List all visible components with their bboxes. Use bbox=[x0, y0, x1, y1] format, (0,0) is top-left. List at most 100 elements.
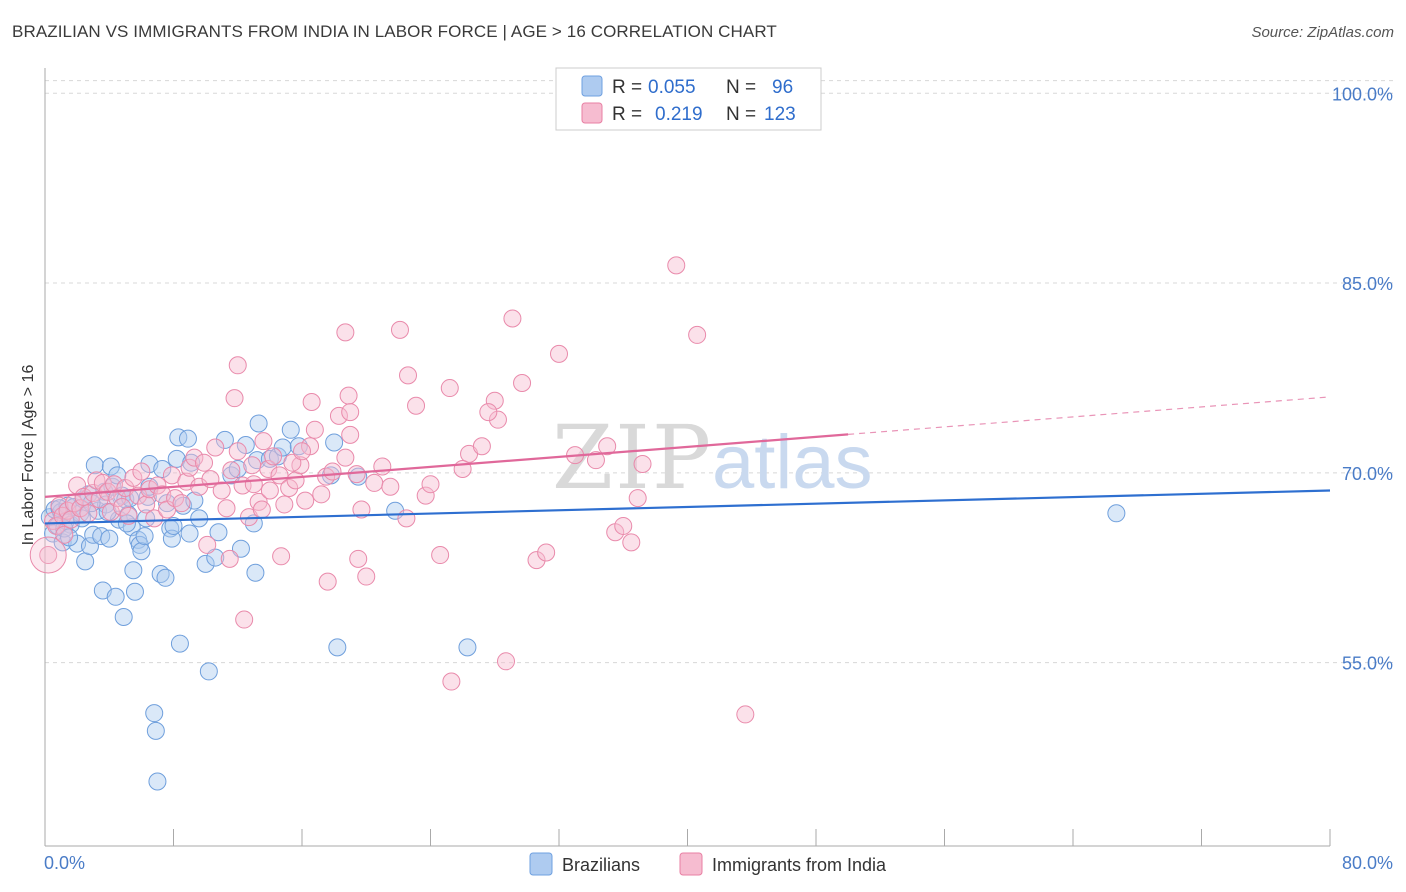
india-point-97 bbox=[365, 473, 384, 492]
india-point-46 bbox=[228, 442, 247, 461]
brazilians-point-46 bbox=[146, 721, 165, 740]
legend-r-value-brazilians: 0.055 bbox=[648, 77, 696, 98]
india-point-96 bbox=[357, 567, 376, 586]
correlation-legend: R = 0.055 N = 96 R = 0.219 N = 123 bbox=[555, 67, 822, 131]
legend-swatch-brazilians bbox=[581, 75, 603, 97]
india-point-90 bbox=[598, 437, 617, 456]
brazilians-point-56 bbox=[169, 428, 188, 447]
india-point-19 bbox=[105, 475, 124, 494]
india-point-45 bbox=[222, 461, 241, 480]
india-point-100 bbox=[416, 486, 435, 505]
india-point-111 bbox=[235, 610, 254, 629]
brazilians-point-67 bbox=[209, 523, 228, 542]
india-point-77 bbox=[399, 366, 418, 385]
x-tick-label-left: 0.0% bbox=[44, 853, 85, 873]
brazilians-point-66 bbox=[206, 548, 225, 567]
india-point-71 bbox=[225, 389, 244, 408]
y-tick-labels: 100.0% 85.0% 70.0% 55.0% bbox=[1332, 84, 1393, 673]
legend-n-label-india: N = bbox=[726, 104, 756, 125]
india-point-87 bbox=[550, 344, 568, 363]
india-point-112 bbox=[272, 547, 291, 566]
brazilians-point-23 bbox=[100, 529, 119, 548]
y-tick-label-70: 70.0% bbox=[1342, 464, 1393, 484]
india-point-55 bbox=[275, 495, 294, 514]
brazilians-point-15 bbox=[80, 537, 99, 556]
legend-n-value-brazilians: 96 bbox=[772, 77, 793, 98]
india-point-1 bbox=[44, 511, 63, 530]
bottom-legend-label-brazilians: Brazilians bbox=[562, 855, 640, 875]
india-point-108 bbox=[736, 705, 755, 724]
india-point-0 bbox=[39, 546, 58, 565]
india-point-74 bbox=[341, 403, 360, 422]
watermark-atlas: atlas bbox=[712, 420, 873, 505]
india-point-83 bbox=[488, 410, 507, 429]
india-point-86 bbox=[527, 551, 546, 570]
y-axis-label: In Labor Force | Age > 16 bbox=[20, 365, 37, 546]
india-point-67 bbox=[341, 425, 360, 444]
india-point-122 bbox=[381, 477, 400, 496]
bottom-legend-swatch-india bbox=[679, 852, 703, 876]
india-point-59 bbox=[296, 491, 315, 510]
brazilians-point-76 bbox=[249, 414, 268, 433]
y-tick-label-55: 55.0% bbox=[1342, 654, 1393, 674]
india-point-117 bbox=[243, 456, 262, 475]
brazilians-point-57 bbox=[170, 634, 189, 653]
india-point-79 bbox=[440, 379, 459, 398]
india-point-76 bbox=[390, 320, 409, 339]
india-point-116 bbox=[252, 500, 271, 519]
india-point-72 bbox=[302, 392, 321, 411]
india-point-92 bbox=[633, 454, 652, 473]
brazilians-point-88 bbox=[1107, 504, 1126, 523]
india-point-62 bbox=[312, 485, 331, 504]
india-point-113 bbox=[318, 572, 337, 591]
legend-swatch-india bbox=[581, 102, 603, 124]
brazilians-point-68 bbox=[215, 430, 234, 449]
india-point-64 bbox=[323, 462, 342, 481]
india-point-70 bbox=[228, 356, 247, 375]
y-tick-label-85: 85.0% bbox=[1342, 274, 1393, 294]
legend-n-value-india: 123 bbox=[764, 104, 796, 125]
india-point-65 bbox=[329, 406, 348, 425]
india-point-85 bbox=[513, 373, 532, 392]
brazilians-point-84 bbox=[328, 638, 347, 657]
india-point-5 bbox=[55, 525, 74, 544]
india-point-78 bbox=[407, 396, 426, 415]
brazilians-point-50 bbox=[156, 568, 175, 587]
india-point-103 bbox=[496, 652, 515, 671]
y-tick-label-100: 100.0% bbox=[1332, 84, 1393, 104]
legend-r-label-brazilians: R = bbox=[612, 77, 642, 98]
india-point-75 bbox=[336, 323, 355, 342]
trend-lines bbox=[44, 396, 1331, 525]
india-point-cluster bbox=[29, 536, 67, 574]
india-point-61 bbox=[305, 420, 324, 439]
india-point-35 bbox=[172, 494, 191, 513]
india-point-82 bbox=[485, 391, 504, 410]
brazilians-point-30 bbox=[114, 608, 133, 627]
brazilians-point-69 bbox=[222, 466, 241, 485]
india-point-57 bbox=[286, 471, 305, 490]
brazilians-point-64 bbox=[196, 554, 215, 573]
india-point-27 bbox=[137, 495, 156, 514]
legend-r-value-india: 0.219 bbox=[655, 104, 703, 125]
brazilians-point-49 bbox=[153, 460, 172, 479]
india-point-110 bbox=[220, 549, 239, 568]
x-axis-ticks bbox=[173, 829, 1331, 846]
brazilians-point-47 bbox=[148, 772, 167, 791]
india-point-21 bbox=[113, 497, 132, 516]
india-point-118 bbox=[293, 442, 311, 461]
brazilians-point-83 bbox=[325, 433, 344, 452]
india-trend-line bbox=[44, 433, 849, 498]
source-label: Source: ZipAtlas.com bbox=[1251, 24, 1394, 41]
brazilians-point-59 bbox=[178, 429, 197, 448]
india-point-106 bbox=[614, 516, 633, 535]
brazilians-point-74 bbox=[246, 563, 265, 582]
india-trend-line-extension bbox=[848, 396, 1331, 435]
bottom-legend-label-india: Immigrants from India bbox=[712, 855, 887, 875]
india-point-51 bbox=[254, 432, 273, 451]
india-point-66 bbox=[336, 448, 355, 467]
brazilians-point-45 bbox=[145, 704, 164, 723]
x-tick-label-right: 80.0% bbox=[1342, 853, 1393, 873]
india-point-95 bbox=[349, 549, 368, 568]
brazilians-point-71 bbox=[231, 539, 250, 558]
